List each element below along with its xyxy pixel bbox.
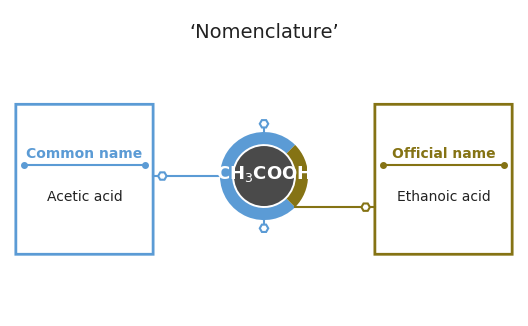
Text: CH$_3$COOH: CH$_3$COOH	[216, 164, 312, 184]
Text: Common name: Common name	[26, 147, 143, 161]
FancyBboxPatch shape	[16, 104, 153, 254]
Circle shape	[234, 146, 294, 206]
Text: Ethanoic acid: Ethanoic acid	[397, 190, 491, 204]
Text: Acetic acid: Acetic acid	[46, 190, 122, 204]
Wedge shape	[287, 145, 308, 207]
Circle shape	[233, 145, 295, 207]
Text: Official name: Official name	[392, 147, 495, 161]
Text: ‘Nomenclature’: ‘Nomenclature’	[189, 23, 339, 42]
Wedge shape	[220, 132, 295, 220]
FancyBboxPatch shape	[375, 104, 512, 254]
